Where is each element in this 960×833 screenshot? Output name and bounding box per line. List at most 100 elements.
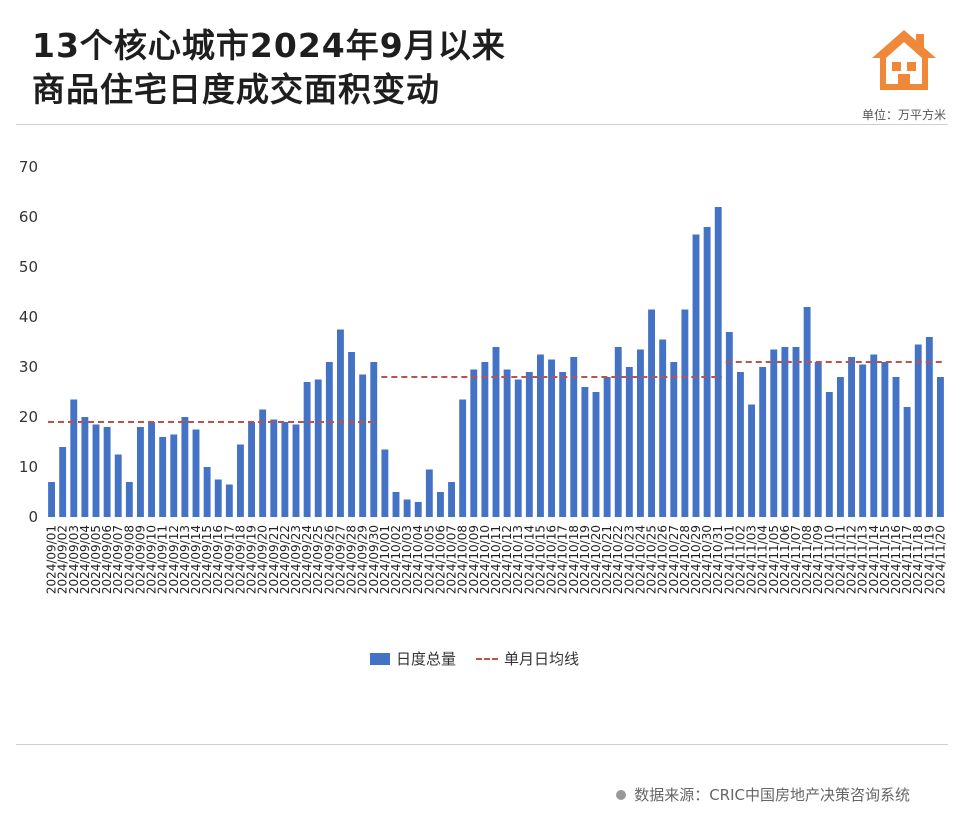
x-tick-label: 2024/11/07 xyxy=(789,525,803,594)
bar xyxy=(903,407,911,517)
x-tick-label: 2024/11/15 xyxy=(878,525,892,594)
bar xyxy=(325,362,333,517)
bar xyxy=(648,309,655,517)
bar xyxy=(170,434,178,517)
title-line-2: 商品住宅日度成交面积变动 xyxy=(32,70,440,109)
bar xyxy=(837,377,844,517)
legend-line-label: 单月日均线 xyxy=(504,650,580,668)
bar xyxy=(770,349,778,517)
bar xyxy=(503,369,511,517)
unit-label: 单位：万平方米 xyxy=(861,108,946,122)
bar xyxy=(925,337,933,517)
x-tick-label: 2024/09/08 xyxy=(122,525,136,594)
bar xyxy=(681,309,689,517)
bar xyxy=(725,332,733,517)
bar xyxy=(470,369,478,517)
x-tick-label: 2024/10/20 xyxy=(589,525,603,594)
x-tick-label: 2024/09/03 xyxy=(67,525,81,594)
x-tick-label: 2024/09/21 xyxy=(267,525,281,594)
bar xyxy=(125,482,133,517)
bar xyxy=(459,399,467,517)
bar xyxy=(137,427,144,517)
x-tick-label: 2024/09/15 xyxy=(200,525,214,594)
bar xyxy=(214,479,222,517)
bar xyxy=(270,419,278,517)
chart-title: 13个核心城市2024年9月以来 商品住宅日度成交面积变动 xyxy=(32,24,506,112)
x-tick-label: 2024/09/29 xyxy=(356,525,370,594)
x-tick-label: 2024/11/12 xyxy=(845,525,859,594)
x-tick-label: 2024/10/24 xyxy=(633,525,647,594)
bar xyxy=(403,499,411,517)
bar xyxy=(881,362,889,517)
x-tick-label: 2024/10/18 xyxy=(567,525,581,594)
x-tick-label: 2024/10/01 xyxy=(378,525,392,594)
bar xyxy=(848,357,855,517)
x-tick-label: 2024/11/17 xyxy=(900,525,914,594)
bar xyxy=(937,377,944,517)
bar-chart: 0102030405060702024/09/012024/09/022024/… xyxy=(19,158,948,594)
x-tick-label: 2024/11/05 xyxy=(767,525,781,594)
bar xyxy=(703,227,711,517)
x-tick-label: 2024/10/31 xyxy=(711,525,725,594)
bar xyxy=(225,484,233,517)
y-tick-label: 70 xyxy=(19,158,38,176)
x-tick-label: 2024/10/06 xyxy=(433,525,447,594)
bar xyxy=(381,449,389,517)
bar xyxy=(114,454,122,517)
x-tick-label: 2024/11/08 xyxy=(800,525,814,594)
bar xyxy=(337,329,344,517)
bar xyxy=(859,364,867,517)
x-tick-label: 2024/11/13 xyxy=(856,525,870,594)
x-tick-label: 2024/11/01 xyxy=(722,525,736,594)
bar xyxy=(814,362,822,517)
bar xyxy=(570,357,578,517)
x-tick-label: 2024/11/04 xyxy=(756,525,770,594)
bar xyxy=(914,344,922,517)
x-tick-label: 2024/09/04 xyxy=(78,525,92,594)
bar xyxy=(448,482,455,517)
x-tick-label: 2024/09/23 xyxy=(289,525,303,594)
bar xyxy=(414,502,422,517)
x-tick-label: 2024/10/16 xyxy=(545,525,559,594)
bar xyxy=(314,379,322,517)
x-tick-label: 2024/09/24 xyxy=(300,525,314,594)
bullet-dot xyxy=(616,789,627,800)
bar xyxy=(192,429,200,517)
bar xyxy=(559,372,567,517)
x-tick-label: 2024/09/10 xyxy=(145,525,159,594)
x-tick-label: 2024/09/16 xyxy=(211,525,225,594)
bar xyxy=(259,409,267,517)
bar xyxy=(870,354,878,517)
x-tick-label: 2024/09/11 xyxy=(156,525,170,594)
x-tick-label: 2024/10/25 xyxy=(645,525,659,594)
bar xyxy=(748,404,755,517)
bar xyxy=(670,362,678,517)
bar xyxy=(692,234,700,517)
bar xyxy=(292,424,300,517)
x-tick-label: 2024/09/05 xyxy=(89,525,103,594)
x-tick-label: 2024/09/07 xyxy=(111,525,125,594)
x-tick-label: 2024/10/08 xyxy=(456,525,470,594)
bar xyxy=(614,347,622,517)
x-tick-label: 2024/11/16 xyxy=(889,525,903,594)
x-tick-label: 2024/09/18 xyxy=(233,525,247,594)
x-tick-label: 2024/10/04 xyxy=(411,525,425,594)
bar xyxy=(425,469,433,517)
bar xyxy=(548,359,555,517)
x-tick-label: 2024/10/13 xyxy=(511,525,525,594)
bar xyxy=(625,367,633,517)
x-tick-label: 2024/09/19 xyxy=(245,525,259,594)
bar xyxy=(603,377,611,517)
bar xyxy=(203,467,211,517)
x-tick-label: 2024/09/22 xyxy=(278,525,292,594)
bar xyxy=(359,374,367,517)
x-tick-label: 2024/10/28 xyxy=(678,525,692,594)
x-tick-label: 2024/09/27 xyxy=(333,525,347,594)
bar xyxy=(392,492,400,517)
legend: 日度总量 单月日均线 xyxy=(370,648,579,669)
x-tick-label: 2024/11/06 xyxy=(778,525,792,594)
x-tick-label: 2024/09/09 xyxy=(133,525,147,594)
bar xyxy=(481,362,489,517)
bar xyxy=(237,444,244,517)
bar xyxy=(781,347,789,517)
